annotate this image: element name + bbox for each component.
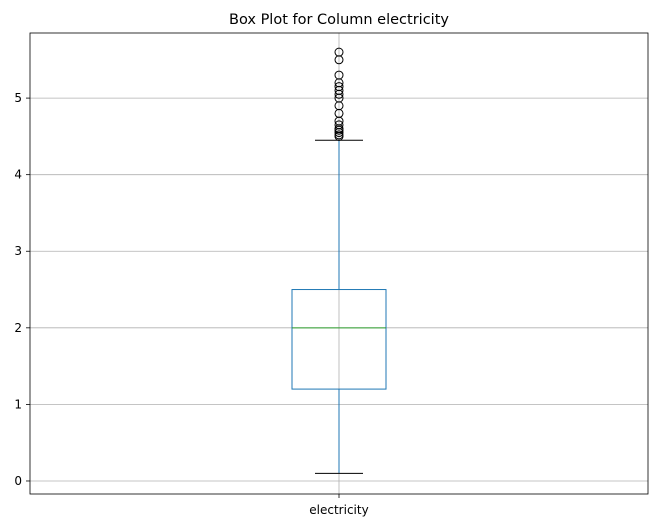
plot-frame	[29, 32, 649, 495]
outlier-point	[334, 82, 344, 92]
axes: 0 1 2 3 4 5 electricity	[14, 32, 649, 517]
y-tick-label: 0	[14, 474, 22, 488]
outlier-point	[334, 70, 344, 80]
x-tick-label: electricity	[309, 503, 368, 517]
y-tick-label: 1	[14, 397, 22, 411]
y-tick-label: 2	[14, 321, 22, 335]
iqr-box	[291, 289, 387, 390]
chart-title: Box Plot for Column electricity	[229, 12, 449, 28]
y-tick-label: 3	[14, 244, 22, 258]
box-group	[291, 47, 387, 474]
outlier-point	[334, 130, 344, 140]
y-tick-label: 5	[14, 91, 22, 105]
y-tick-label: 4	[14, 168, 22, 182]
outlier-point	[334, 47, 344, 57]
outlier-point	[334, 120, 344, 130]
